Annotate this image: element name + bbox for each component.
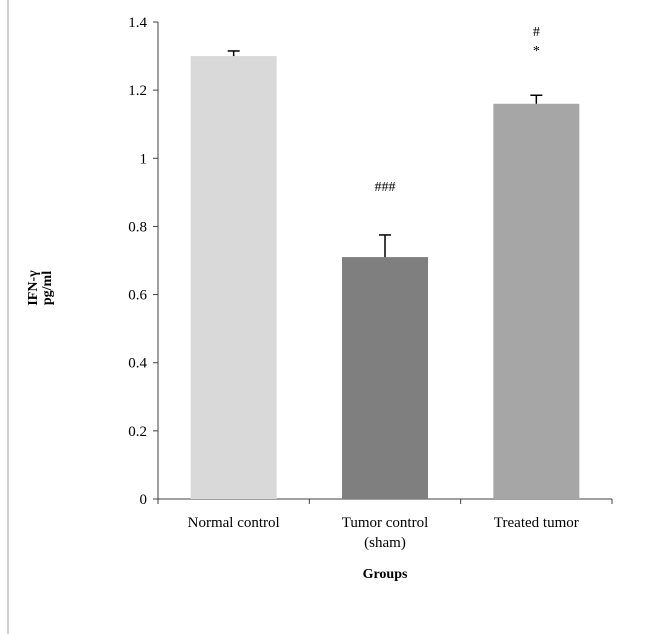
- y-tick-label: 0.8: [128, 219, 147, 235]
- y-tick-label: 1: [140, 151, 148, 167]
- plot-area: 0 0.2 0.4 0.6 0.8 1 1.2 1.4 Normal control ### Tum…: [26, 15, 613, 582]
- y-axis-title: IFN-γ: [26, 270, 41, 306]
- y-tick-label: 1.4: [128, 15, 147, 31]
- x-axis-title: Groups: [363, 567, 408, 582]
- x-tick-label: (sham): [364, 535, 406, 551]
- bar: [190, 56, 277, 499]
- x-tick-label: Tumor control: [342, 515, 429, 531]
- y-tick-label: 0: [140, 492, 148, 508]
- y-tick-label: 0.2: [128, 424, 147, 440]
- significance-label: ###: [375, 180, 396, 195]
- bar: [342, 257, 428, 499]
- y-tick-label: 0.6: [128, 288, 147, 304]
- significance-label: #: [533, 25, 540, 40]
- x-tick-label: Treated tumor: [494, 515, 579, 531]
- x-tick-label: Normal control: [188, 515, 280, 531]
- y-axis-title: pg/ml: [40, 271, 55, 305]
- bar: [493, 103, 580, 500]
- significance-label: *: [533, 44, 540, 59]
- y-tick-label: 0.4: [128, 356, 147, 372]
- y-tick-label: 1.2: [128, 83, 147, 99]
